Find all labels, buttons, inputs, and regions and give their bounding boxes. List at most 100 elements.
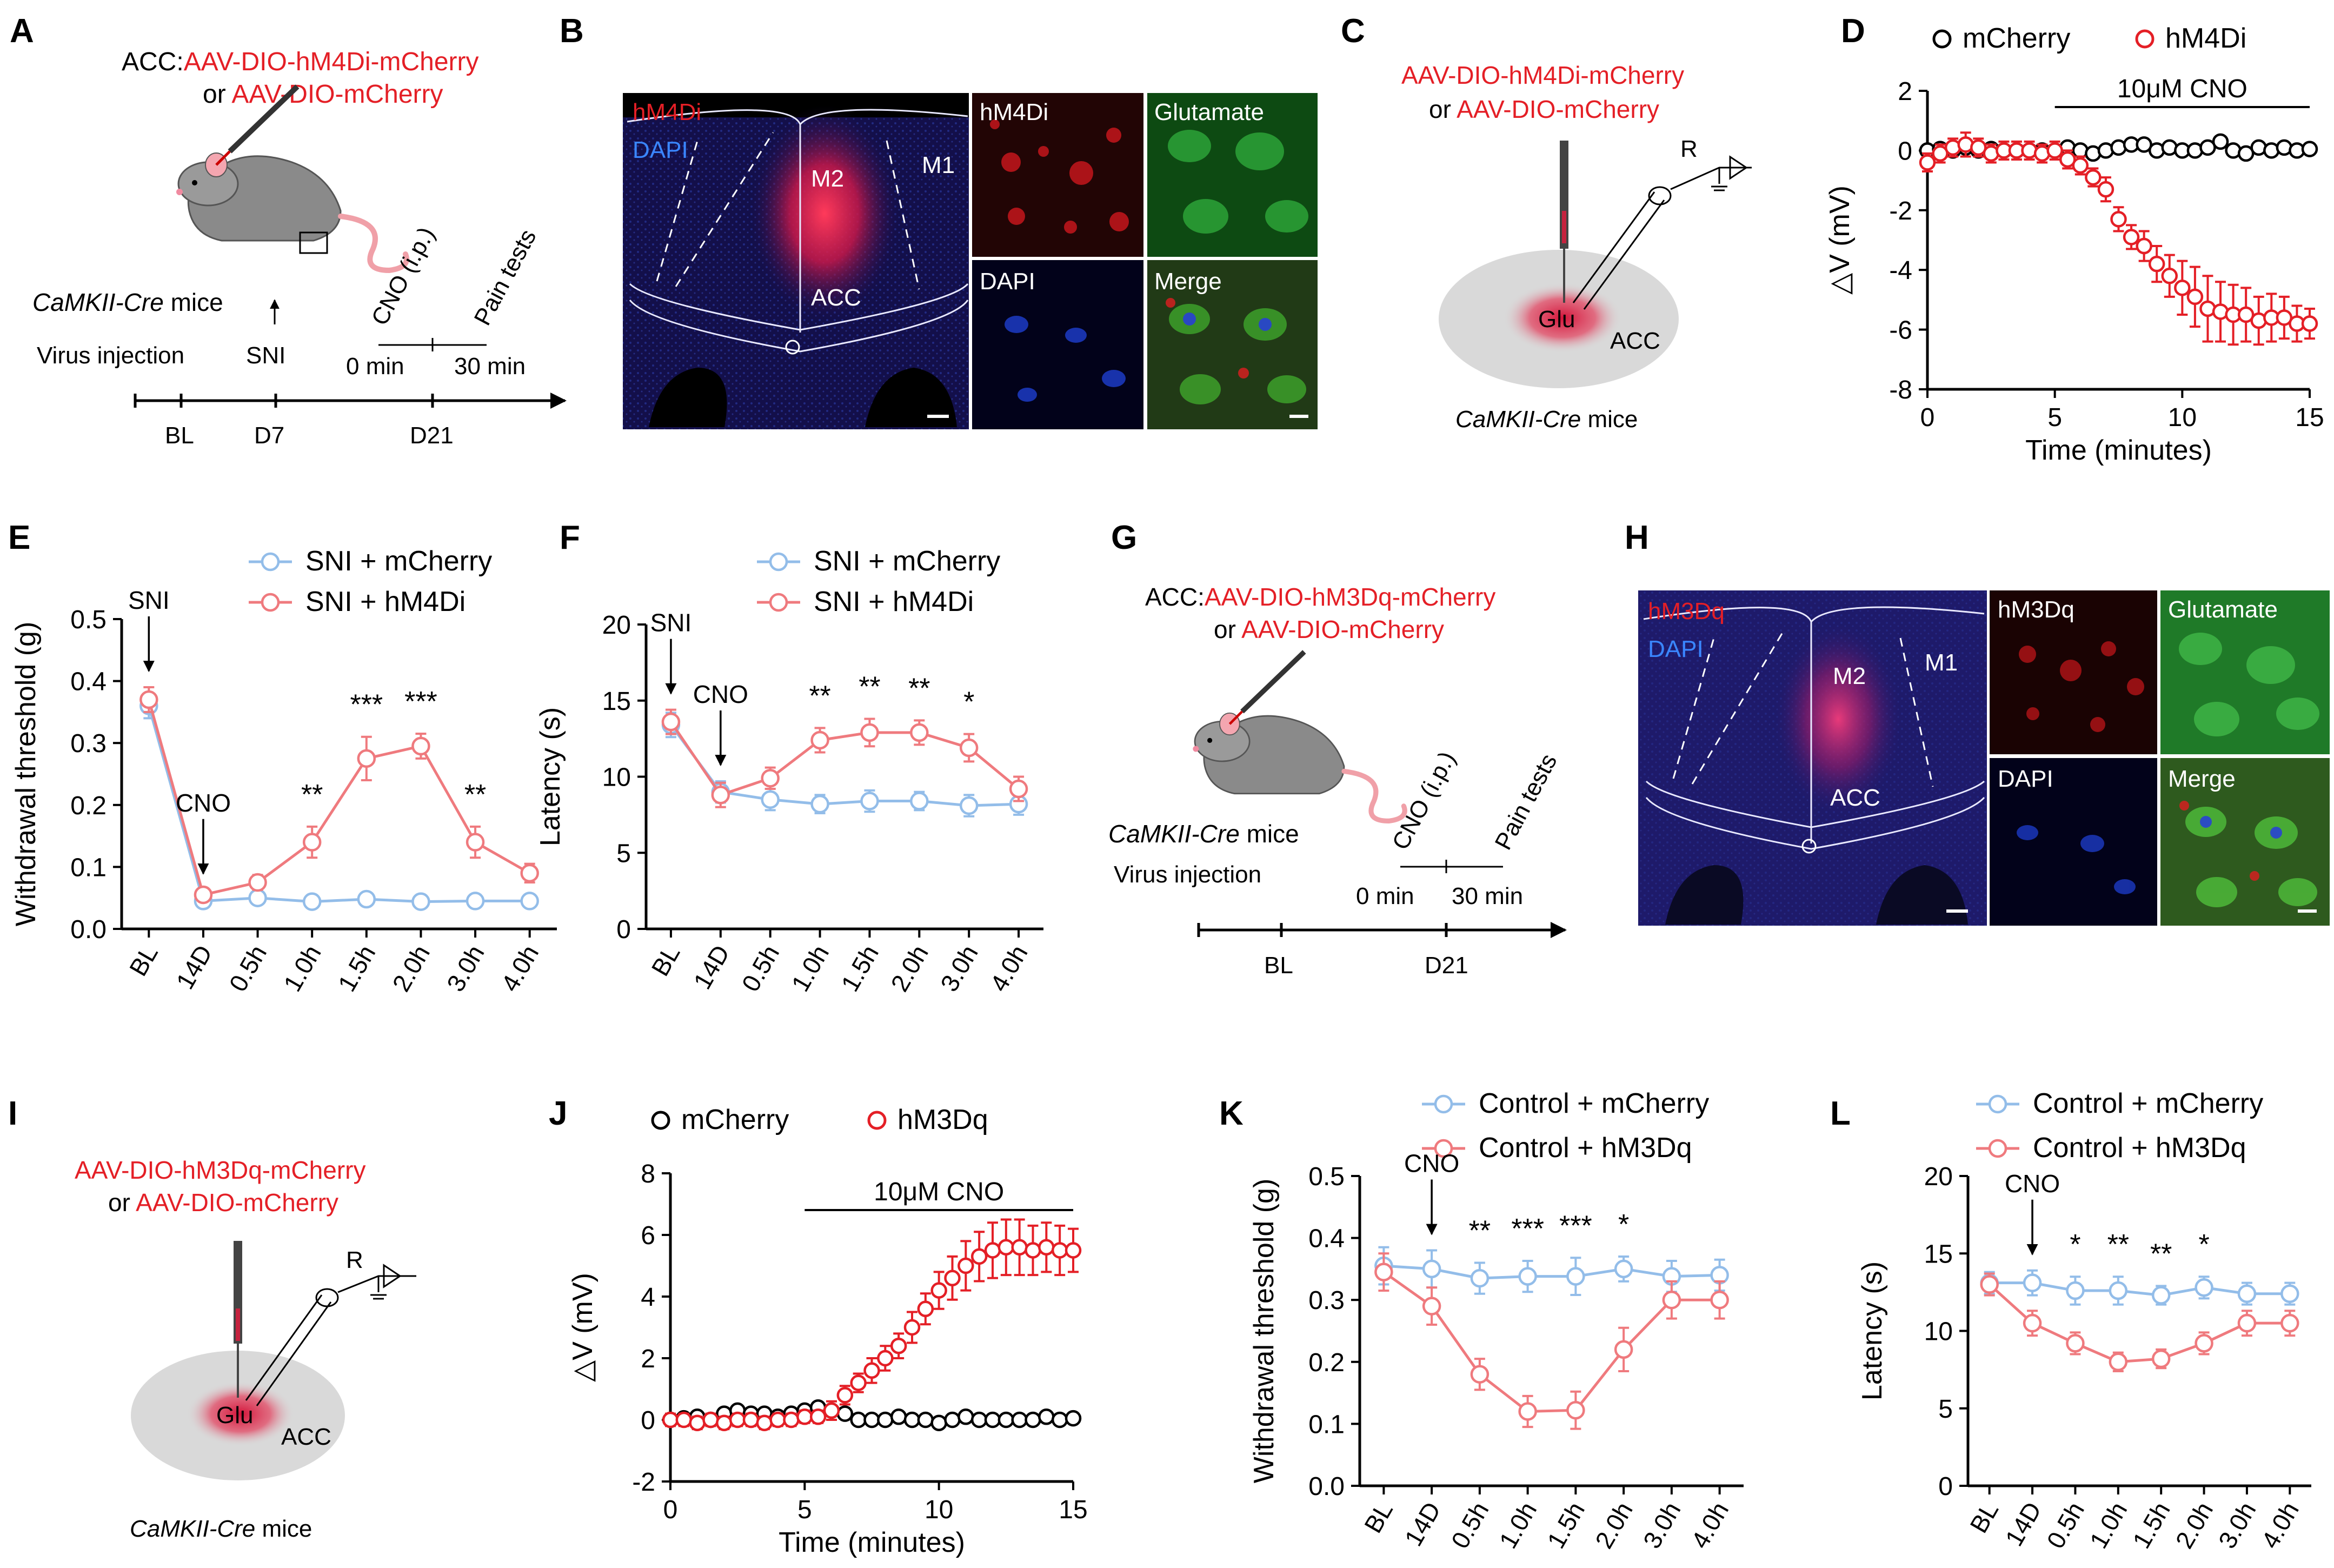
data-point [1011, 1411, 1028, 1429]
data-point [809, 1408, 827, 1425]
legend-marker [1932, 29, 1952, 49]
x-tick-label: 4.0h [985, 940, 1033, 996]
y-tick-label: 4 [641, 1283, 655, 1312]
x-tick-label: 1.0h [786, 940, 834, 996]
panel-b-sub-label-hm4di: hM4Di [980, 99, 1048, 125]
significance-stars: ** [2150, 1238, 2172, 1270]
data-point [796, 1408, 813, 1425]
panel-h-m1: M1 [1925, 649, 1958, 676]
legend-marker [651, 1111, 670, 1130]
x-tick-label: 0 [663, 1496, 678, 1524]
x-tick-label: 14D [170, 940, 217, 994]
panel-b-dapi-label: DAPI [633, 137, 688, 163]
data-point [1011, 1239, 1028, 1256]
legend-marker [769, 552, 788, 572]
chart-f: F 0 5 10 15 20 Latency (s) BL 14D 0.5h 1.0h 1.5h 2.0… [535, 519, 1043, 996]
panel-i: I AAV-DIO-hM3Dq-mCherry or AAV-DIO-mCher… [8, 1095, 416, 1542]
data-point [836, 1405, 854, 1422]
panel-g-virus-line2: or AAV-DIO-mCherry [1214, 615, 1444, 643]
x-tick-label: 5 [797, 1496, 812, 1524]
panel-c-acc: ACC [1610, 328, 1660, 354]
x-tick-label: 10 [925, 1496, 953, 1524]
data-point [903, 1319, 921, 1336]
panel-label-l: L [1830, 1095, 1851, 1132]
data-point [302, 833, 322, 852]
y-tick-label: 0.3 [1308, 1286, 1345, 1315]
x-tick-label: 1.5h [1541, 1497, 1590, 1553]
annotation-label: CNO [176, 789, 231, 817]
annotation-label: CNO [2005, 1170, 2060, 1198]
y-tick-label: 10 [1924, 1318, 1953, 1346]
panel-h-dapi-label: DAPI [1648, 636, 1704, 662]
data-point [917, 1411, 934, 1429]
data-point [1038, 1408, 1055, 1425]
data-point [970, 1248, 988, 1265]
series-line [1382, 1271, 1720, 1413]
data-point [2059, 151, 2076, 168]
data-point [2046, 142, 2063, 159]
panel-label-b: B [560, 12, 584, 50]
data-point [2174, 280, 2191, 296]
data-point [1470, 1365, 1489, 1384]
chart-l: L 0 5 10 15 20 Latency (s) BL14D0.5h1.0h1.5h2.0… [1830, 1088, 2311, 1553]
data-point [2123, 229, 2140, 245]
data-point [1025, 1411, 1041, 1429]
data-point [761, 790, 780, 809]
significance-stars: *** [350, 689, 383, 721]
legend-marker [261, 593, 280, 612]
panel-b: B hM4Di DAPI M2 M1 ACC [560, 12, 1318, 429]
y-tick-label: 0.5 [70, 606, 107, 634]
data-point [810, 730, 829, 750]
y-tick-label: -4 [1889, 256, 1912, 285]
panel-c-glu: Glu [1538, 306, 1575, 333]
data-point [520, 892, 539, 911]
panel-c-r: R [1680, 136, 1698, 162]
panel-g: G ACC:AAV-DIO-hM3Dq-mCherry or AAV-DIO-m… [1108, 519, 1567, 979]
data-point [910, 792, 929, 810]
significance-stars: *** [404, 686, 437, 717]
y-tick-label: 0.5 [1308, 1162, 1345, 1191]
panel-a-mouse-label: CaMKII-Cre mice [32, 288, 223, 316]
y-axis-label: Withdrawal threshold (g) [1248, 1179, 1280, 1484]
data-point [970, 1411, 988, 1429]
data-point [1025, 1242, 1041, 1259]
annotation-label: CNO [693, 680, 748, 708]
data-point [2097, 181, 2114, 198]
y-tick-label: 0.0 [1308, 1472, 1345, 1501]
significance-stars: * [1618, 1209, 1629, 1240]
series-hm3dq [662, 1218, 1082, 1431]
panel-b-sub-label-dapi: DAPI [980, 268, 1035, 295]
panel-a-pain-tests: Pain tests [469, 225, 542, 330]
x-tick-label: 0.5h [1446, 1497, 1494, 1553]
data-point [357, 749, 376, 768]
panel-h: H hM3Dq DAPI M2 M1 ACC [1625, 519, 2330, 926]
panel-h-hm3dq-label: hM3Dq [1648, 598, 1725, 624]
panel-i-mouse-label: CaMKII-Cre mice [130, 1516, 312, 1542]
y-axis-label: Withdrawal threshold (g) [10, 622, 42, 927]
chart-k: K 0.0 0.1 0.2 0.3 0.4 0.5 Withdrawal threshold … [1219, 1088, 1744, 1553]
data-point [2280, 1313, 2299, 1333]
data-point [836, 1387, 854, 1404]
panel-label-c: C [1341, 12, 1365, 50]
y-tick-label: 6 [641, 1221, 655, 1250]
legend-label: Control + hM3Dq [2033, 1132, 2246, 1164]
data-point [823, 1402, 840, 1419]
significance-stars: ** [464, 779, 486, 810]
x-tick-label: 1.0h [278, 940, 327, 996]
y-axis-label: △V (mV) [1824, 185, 1856, 295]
panel-g-tl-d21: D21 [1425, 952, 1468, 979]
data-point [957, 1257, 974, 1274]
data-point [1051, 1242, 1068, 1259]
panel-a-t30: 30 min [454, 353, 526, 380]
x-tick-label: 1.0h [2084, 1497, 2133, 1553]
panel-label-i: I [8, 1095, 17, 1132]
data-point [248, 873, 267, 892]
y-axis-label: △V (mV) [567, 1273, 599, 1382]
panel-g-tl-bl: BL [1264, 952, 1293, 979]
x-tick-label: BL [124, 940, 163, 981]
y-tick-label: 15 [1924, 1240, 1953, 1268]
data-point [984, 1411, 1001, 1429]
data-point [689, 1414, 706, 1431]
x-tick-label: 1.0h [1493, 1497, 1542, 1553]
panel-g-t0: 0 min [1356, 883, 1414, 909]
